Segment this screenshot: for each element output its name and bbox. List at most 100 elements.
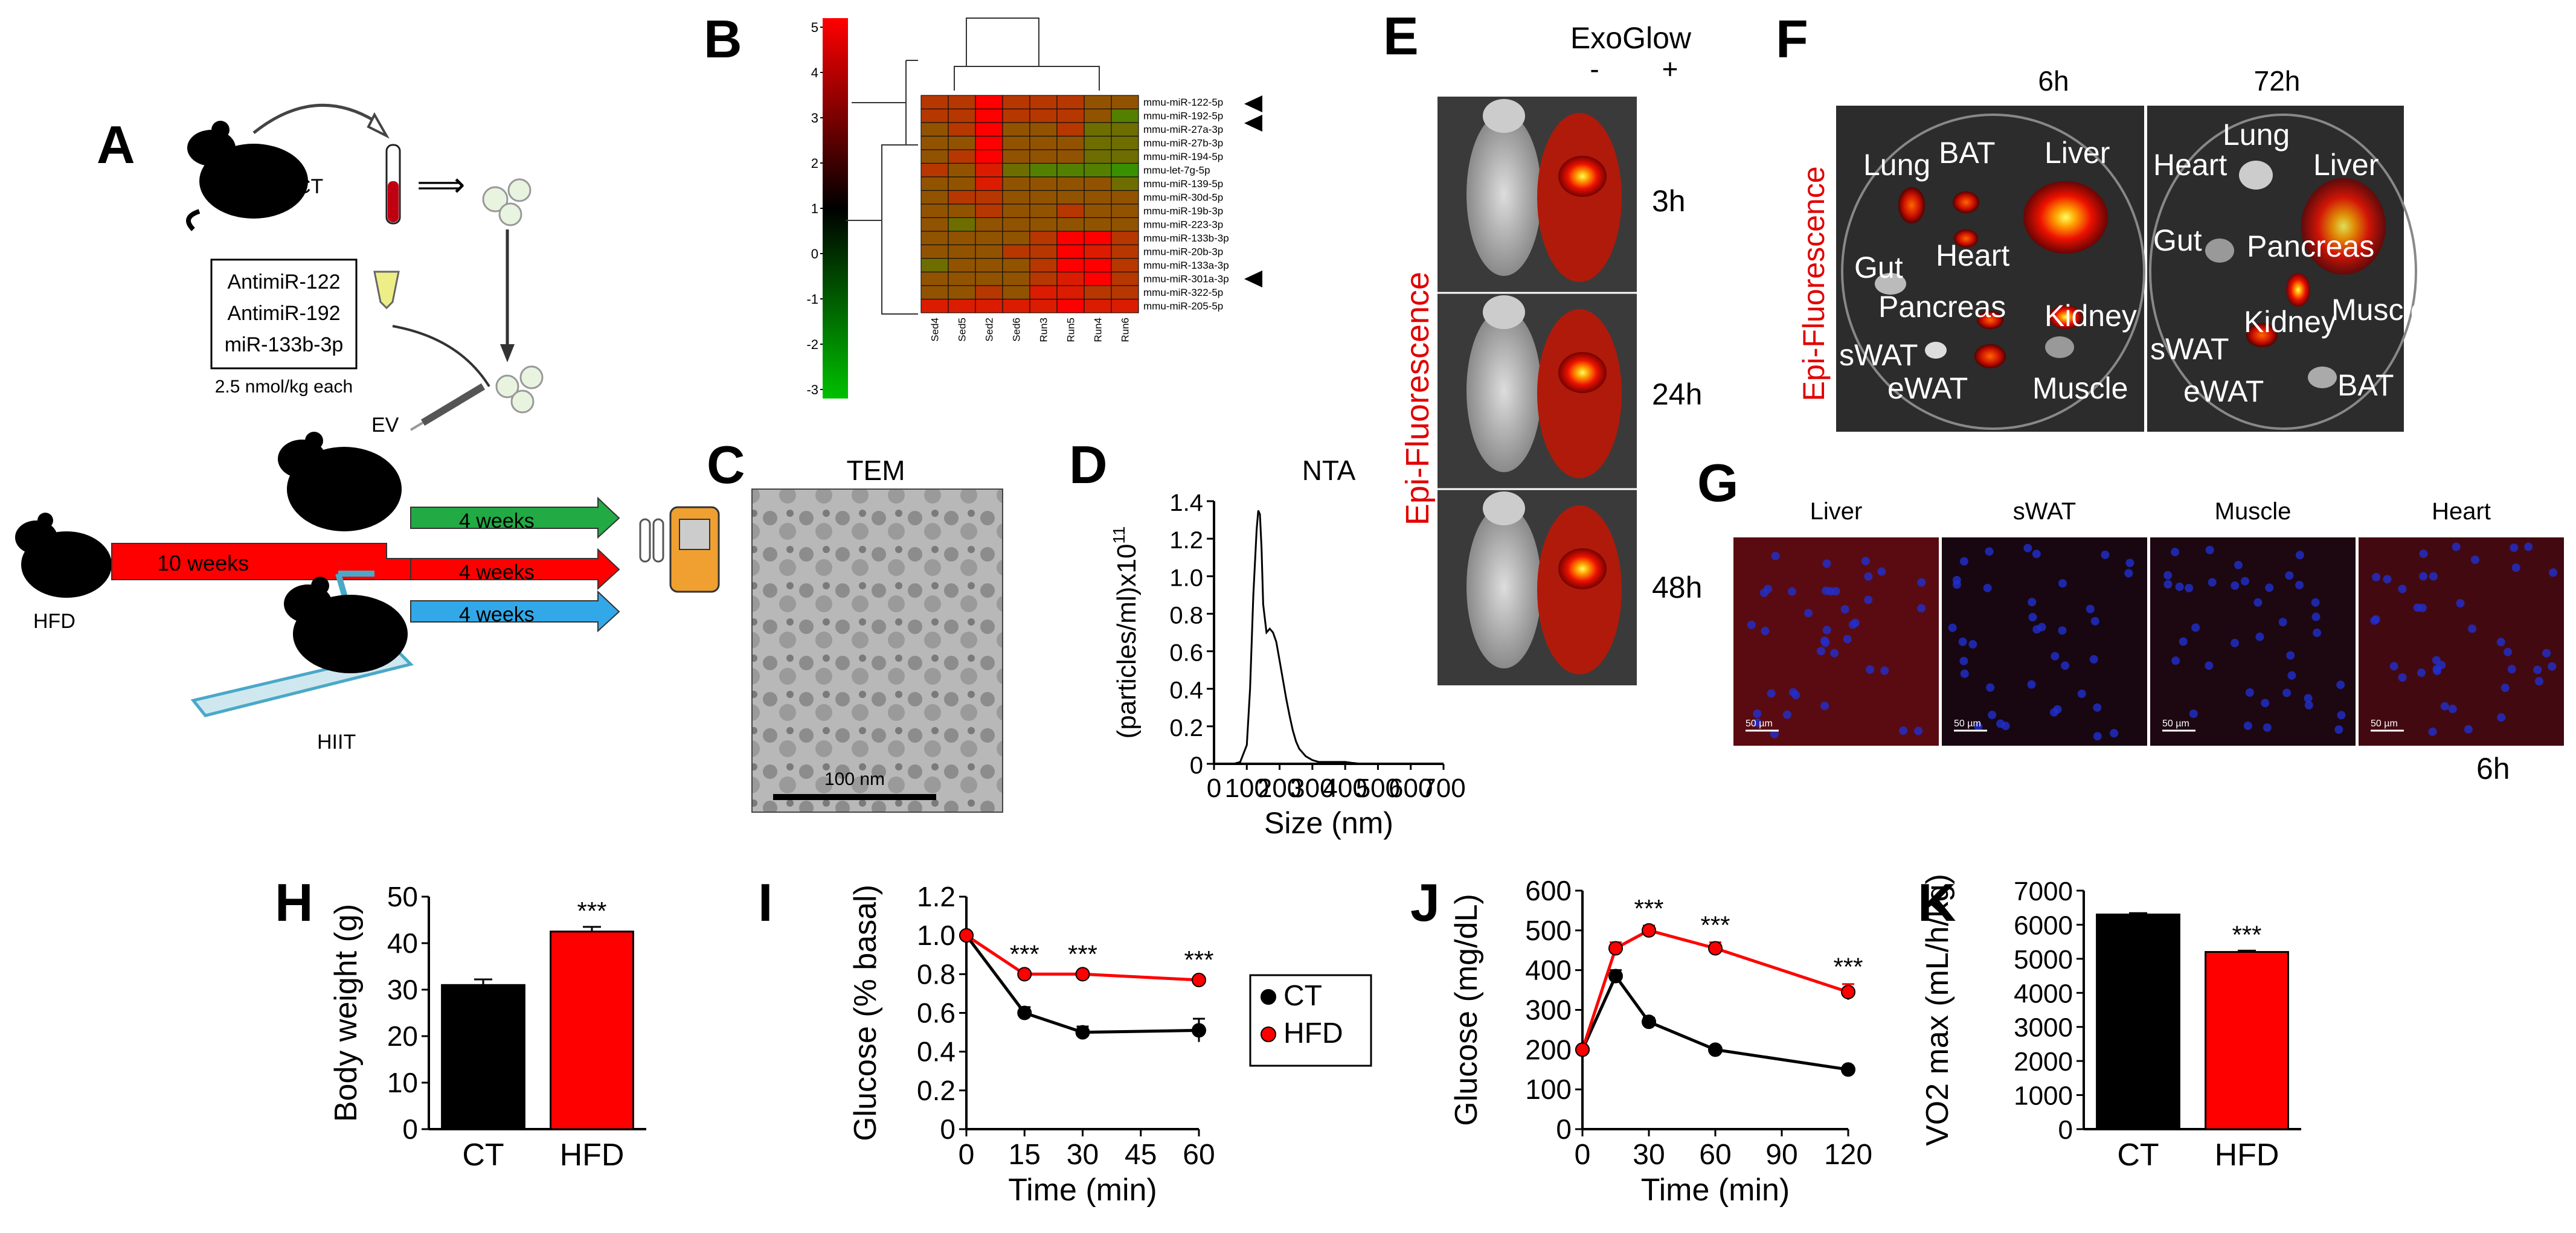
heatmap-cell — [975, 258, 1003, 273]
heatmap-col-label: Run3 — [1038, 318, 1050, 342]
heatmap-cell — [975, 217, 1003, 232]
nucleus — [2440, 702, 2449, 711]
nucleus — [1830, 649, 1839, 658]
nucleus — [2163, 571, 2173, 580]
nucleus — [2278, 618, 2287, 627]
liver-signal — [2301, 178, 2386, 275]
minus-label: - — [1590, 53, 1599, 85]
heatmap-cell — [920, 108, 949, 123]
nucleus — [1952, 580, 1961, 589]
color-scale-bar — [823, 18, 848, 399]
nucleus — [2456, 599, 2465, 608]
nucleus — [2093, 732, 2102, 741]
nucleus — [1820, 636, 1829, 645]
data-point — [1075, 1025, 1090, 1040]
y-tick-label: 0 — [2058, 1115, 2073, 1145]
liver-signal — [2023, 181, 2108, 254]
confocal-image — [1942, 537, 2147, 746]
y-tick-label: 7000 — [2014, 877, 2073, 906]
data-point — [1575, 1042, 1590, 1057]
significance-mark: *** — [1833, 953, 1863, 981]
arrow-head — [367, 112, 390, 139]
nucleus — [2028, 598, 2037, 607]
nucleus — [2311, 598, 2320, 607]
data-point — [1841, 1062, 1855, 1077]
heatmap-cell — [1111, 176, 1139, 191]
nucleus — [1816, 647, 1825, 656]
dendrogram — [846, 18, 1100, 315]
nucleus — [2511, 563, 2520, 572]
data-point — [1192, 1023, 1206, 1038]
heatmap-cell — [1029, 122, 1058, 137]
vesicles-icon — [482, 178, 532, 226]
nucleus — [1959, 557, 1968, 566]
heatmap-row-label: mmu-miR-139-5p — [1143, 178, 1223, 190]
heatmap-cell — [920, 231, 949, 246]
heatmap-col-labels: Sed4 Sed5 Sed2 Sed6 Run3 Run5 Run4 Run6 — [930, 318, 1131, 342]
nucleus — [1770, 729, 1779, 738]
tissue-label: Muscle — [2215, 498, 2292, 525]
data-point — [1841, 984, 1855, 999]
y-tick-label: 0.2 — [1169, 715, 1203, 741]
heatmap-cell — [975, 176, 1003, 191]
x-axis-label: Time (min) — [1008, 1173, 1157, 1208]
heatmap-cell — [1056, 298, 1085, 313]
legend-marker — [1261, 1026, 1276, 1042]
liver-signal — [1558, 352, 1607, 393]
y-axis-label-sup: 11 — [1110, 527, 1128, 544]
significance-mark: *** — [1184, 946, 1213, 974]
confocal-tiles: Liver 50 µm sWAT 50 µm Muscle 50 µm Heart 50 µm — [1733, 498, 2564, 746]
heatmap-cell — [948, 108, 976, 123]
significance-mark: *** — [1634, 894, 1663, 923]
nucleus — [2171, 656, 2180, 665]
labelled-mouse — [1537, 309, 1622, 478]
nucleus — [1988, 711, 1997, 720]
nucleus — [2295, 551, 2304, 560]
nucleus — [2234, 560, 2243, 569]
nucleus — [2032, 549, 2041, 559]
scale-ticks: 5 4 3 2 1 0 -1 -2 -3 — [806, 20, 823, 397]
y-tick-label: 6000 — [2014, 911, 2073, 940]
y-tick-label: 0.4 — [1169, 677, 1203, 704]
nucleus — [2413, 603, 2422, 612]
nucleus — [2205, 545, 2214, 554]
control-mouse — [1466, 505, 1541, 668]
scale-tick-label: 4 — [811, 65, 818, 80]
nucleus — [2383, 575, 2392, 584]
exoglow-title: ExoGlow — [1570, 21, 1692, 55]
organ-label: Heart — [2153, 148, 2227, 182]
nucleus — [1864, 572, 1873, 581]
heatmap-cell — [1029, 162, 1058, 178]
heatmap-cell — [920, 176, 949, 191]
panel-b: B 5 4 3 2 1 0 -1 -2 -3 mmu-miR-122-5p mmu-miR-192… — [704, 9, 1262, 399]
heatmap-row-label: mmu-miR-133a-3p — [1143, 260, 1229, 271]
heatmap-cell — [1029, 217, 1058, 232]
treatment-box — [210, 258, 358, 370]
panel-letter: B — [704, 9, 742, 69]
nucleus — [1960, 669, 1969, 678]
heatmap-cell — [1084, 122, 1112, 137]
bar — [550, 930, 634, 1130]
nucleus — [2313, 628, 2322, 637]
panel-letter: G — [1697, 453, 1738, 513]
y-tick-label: 30 — [387, 974, 418, 1005]
scale-tick-label: 0 — [811, 246, 818, 261]
heatmap-cell — [975, 190, 1003, 205]
heatmap-row-label: mmu-miR-20b-3p — [1143, 246, 1223, 258]
control-mouse-head — [1483, 492, 1525, 525]
arrow-curve — [252, 103, 376, 134]
control-mouse-head — [1483, 295, 1525, 329]
heatmap-cell — [948, 122, 976, 137]
x-tick-label: 15 — [1009, 1139, 1041, 1171]
nucleus — [1917, 578, 1926, 587]
bar — [2205, 951, 2289, 1130]
heatmap-cell — [1084, 149, 1112, 164]
liver-signal — [1558, 156, 1607, 197]
nucleus — [2282, 688, 2292, 697]
y-tick-label: 2000 — [2014, 1047, 2073, 1077]
heatmap-cell — [975, 135, 1003, 150]
nucleus — [1899, 726, 1908, 735]
nucleus — [2398, 673, 2407, 682]
plus-label: + — [1662, 53, 1678, 85]
heatmap-cell — [1084, 176, 1112, 191]
